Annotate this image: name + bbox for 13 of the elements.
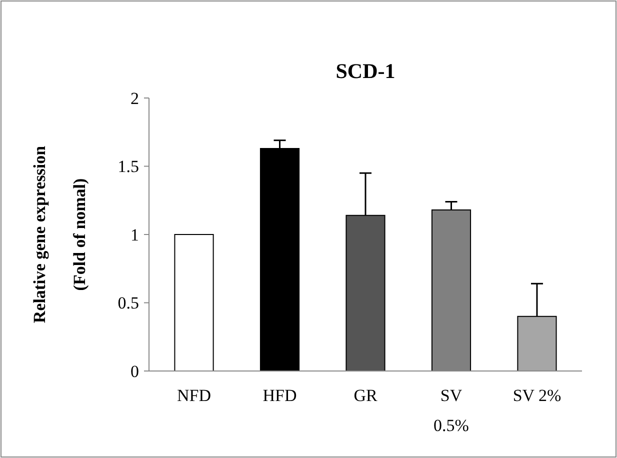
text: Relative gene expression (Fold of nomal) [30,146,89,324]
y-tick-label: 2 [130,88,139,108]
x-tick-label: HFD [262,386,297,405]
chart-title: SCD-1 [336,59,396,83]
x-tick-label: GR [354,386,378,405]
x-tick-label: NFD [177,386,212,405]
x-tick-label: SV 2% [512,386,562,405]
x-tick-label: SV 0.5% [434,386,469,435]
y-tick-label: 1.5 [118,157,139,176]
y-tick-label: 1 [130,225,139,244]
y-tick-label: 0 [130,362,139,381]
y-tick-label: 0.5 [118,294,139,313]
bar [174,234,214,372]
